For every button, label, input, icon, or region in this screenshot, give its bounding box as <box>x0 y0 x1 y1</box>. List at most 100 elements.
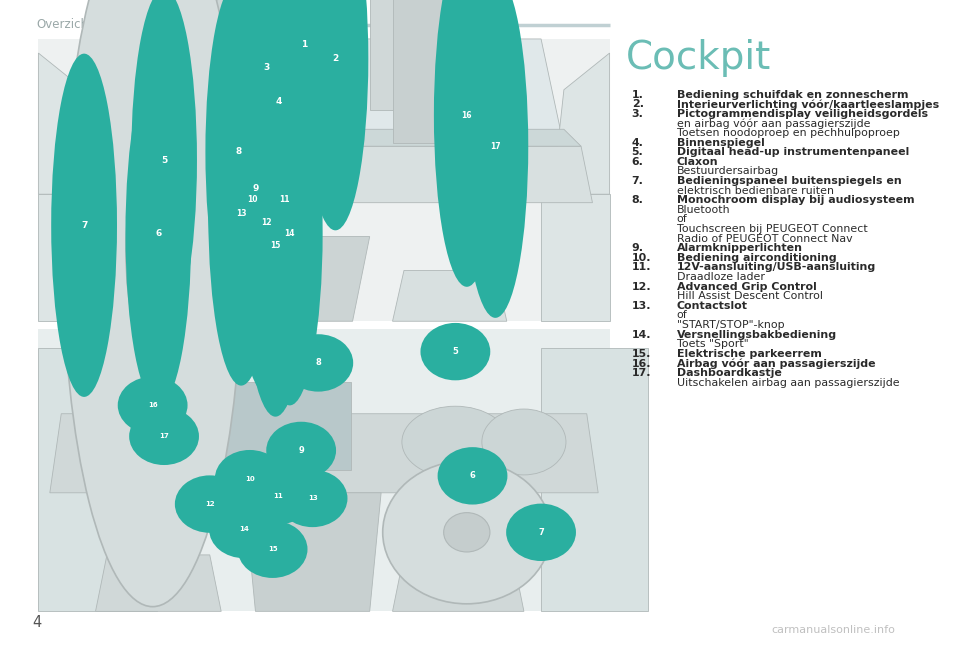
Text: Hill Assist Descent Control: Hill Assist Descent Control <box>677 291 823 301</box>
Ellipse shape <box>243 73 308 417</box>
Text: Touchscreen bij PEUGEOT Connect: Touchscreen bij PEUGEOT Connect <box>677 224 868 234</box>
Ellipse shape <box>126 144 180 358</box>
Ellipse shape <box>220 28 285 371</box>
Ellipse shape <box>215 450 285 508</box>
Text: Toetsen noodoproep en pechhulpoproep: Toetsen noodoproep en pechhulpoproep <box>677 128 900 138</box>
Text: 8.: 8. <box>632 195 643 205</box>
Polygon shape <box>67 129 581 146</box>
Ellipse shape <box>383 461 551 604</box>
Text: 5.: 5. <box>632 147 643 157</box>
Text: 2.: 2. <box>632 99 644 109</box>
Ellipse shape <box>208 42 275 386</box>
Polygon shape <box>553 53 610 194</box>
Text: Advanced Grip Control: Advanced Grip Control <box>677 282 817 291</box>
Ellipse shape <box>257 62 323 406</box>
Bar <box>38 329 610 611</box>
Text: 11: 11 <box>278 195 289 204</box>
Text: 17: 17 <box>490 141 501 151</box>
Ellipse shape <box>277 470 348 527</box>
Text: Uitschakelen airbag aan passagierszijde: Uitschakelen airbag aan passagierszijde <box>677 378 900 387</box>
Text: 4: 4 <box>276 97 281 106</box>
Text: 14: 14 <box>239 526 249 532</box>
Text: 6.: 6. <box>632 157 643 167</box>
Ellipse shape <box>51 54 117 397</box>
Text: Claxon: Claxon <box>677 157 718 167</box>
Text: Draadloze lader: Draadloze lader <box>677 272 765 282</box>
Ellipse shape <box>130 408 199 465</box>
Text: 17: 17 <box>159 434 169 439</box>
Text: 16: 16 <box>462 111 472 119</box>
Text: Dashboardkastje: Dashboardkastje <box>677 368 781 378</box>
Text: 7: 7 <box>81 221 87 230</box>
Bar <box>38 39 610 321</box>
Text: 3.: 3. <box>632 109 643 119</box>
Text: 1: 1 <box>300 40 307 49</box>
Text: of: of <box>677 310 687 321</box>
Bar <box>393 0 488 143</box>
Ellipse shape <box>234 0 300 239</box>
Ellipse shape <box>209 501 279 558</box>
Text: 7.: 7. <box>632 176 643 186</box>
Text: Overzicht: Overzicht <box>36 18 93 31</box>
Ellipse shape <box>271 0 337 216</box>
Ellipse shape <box>438 447 508 504</box>
Text: Radio of PEUGEOT Connect Nav: Radio of PEUGEOT Connect Nav <box>677 234 852 243</box>
Text: 13.: 13. <box>632 301 651 311</box>
Text: Monochroom display bij audiosysteem: Monochroom display bij audiosysteem <box>677 195 915 205</box>
Text: 12: 12 <box>204 501 215 507</box>
Polygon shape <box>84 271 199 321</box>
Polygon shape <box>96 555 221 611</box>
Polygon shape <box>393 271 507 321</box>
Polygon shape <box>130 271 176 282</box>
Ellipse shape <box>62 0 243 607</box>
Text: 12V-aansluiting/USB-aansluiting: 12V-aansluiting/USB-aansluiting <box>677 262 876 273</box>
Polygon shape <box>221 237 370 321</box>
Ellipse shape <box>132 0 197 332</box>
Text: 10: 10 <box>248 195 258 204</box>
Bar <box>38 329 610 611</box>
Text: Bediening schuifdak en zonnescherm: Bediening schuifdak en zonnescherm <box>677 90 908 99</box>
Polygon shape <box>56 146 592 202</box>
Text: "START/STOP"-knop: "START/STOP"-knop <box>677 320 784 330</box>
Text: 9: 9 <box>299 446 304 455</box>
Ellipse shape <box>238 520 307 578</box>
Text: carmanualsonline.info: carmanualsonline.info <box>771 625 896 635</box>
Ellipse shape <box>116 0 212 350</box>
Ellipse shape <box>302 0 369 230</box>
Ellipse shape <box>444 513 490 552</box>
Polygon shape <box>541 194 610 321</box>
Text: 11: 11 <box>274 493 283 498</box>
Text: Bluetooth: Bluetooth <box>677 205 731 215</box>
Bar <box>541 348 648 611</box>
Polygon shape <box>38 194 107 321</box>
Polygon shape <box>38 53 96 194</box>
Text: Alarmknipperlichten: Alarmknipperlichten <box>677 243 803 253</box>
Text: Pictogrammendisplay veiligheidsgordels: Pictogrammendisplay veiligheidsgordels <box>677 109 928 119</box>
Text: 13: 13 <box>236 210 247 219</box>
Text: Airbag vóór aan passagierszijde: Airbag vóór aan passagierszijde <box>677 358 876 369</box>
Text: 17.: 17. <box>632 368 651 378</box>
Polygon shape <box>244 493 381 611</box>
Ellipse shape <box>118 376 187 434</box>
Text: 9: 9 <box>252 184 258 193</box>
Text: 14.: 14. <box>632 330 651 339</box>
Text: Cockpit: Cockpit <box>626 39 771 77</box>
Text: 11.: 11. <box>632 262 651 273</box>
Bar <box>209 382 351 470</box>
FancyBboxPatch shape <box>221 152 244 197</box>
Ellipse shape <box>482 409 566 475</box>
Text: 4.: 4. <box>632 138 643 147</box>
Text: 7: 7 <box>539 528 544 537</box>
Text: Digitaal head-up instrumentenpaneel: Digitaal head-up instrumentenpaneel <box>677 147 909 157</box>
Polygon shape <box>393 555 524 611</box>
Ellipse shape <box>244 467 313 524</box>
Text: 4: 4 <box>33 615 42 630</box>
Ellipse shape <box>174 0 269 350</box>
Text: 5: 5 <box>452 347 458 356</box>
Bar <box>370 0 476 110</box>
Text: 6: 6 <box>469 471 475 480</box>
Text: 16: 16 <box>148 402 157 408</box>
Text: 5: 5 <box>161 156 167 165</box>
Ellipse shape <box>252 28 317 371</box>
Bar <box>255 0 351 118</box>
